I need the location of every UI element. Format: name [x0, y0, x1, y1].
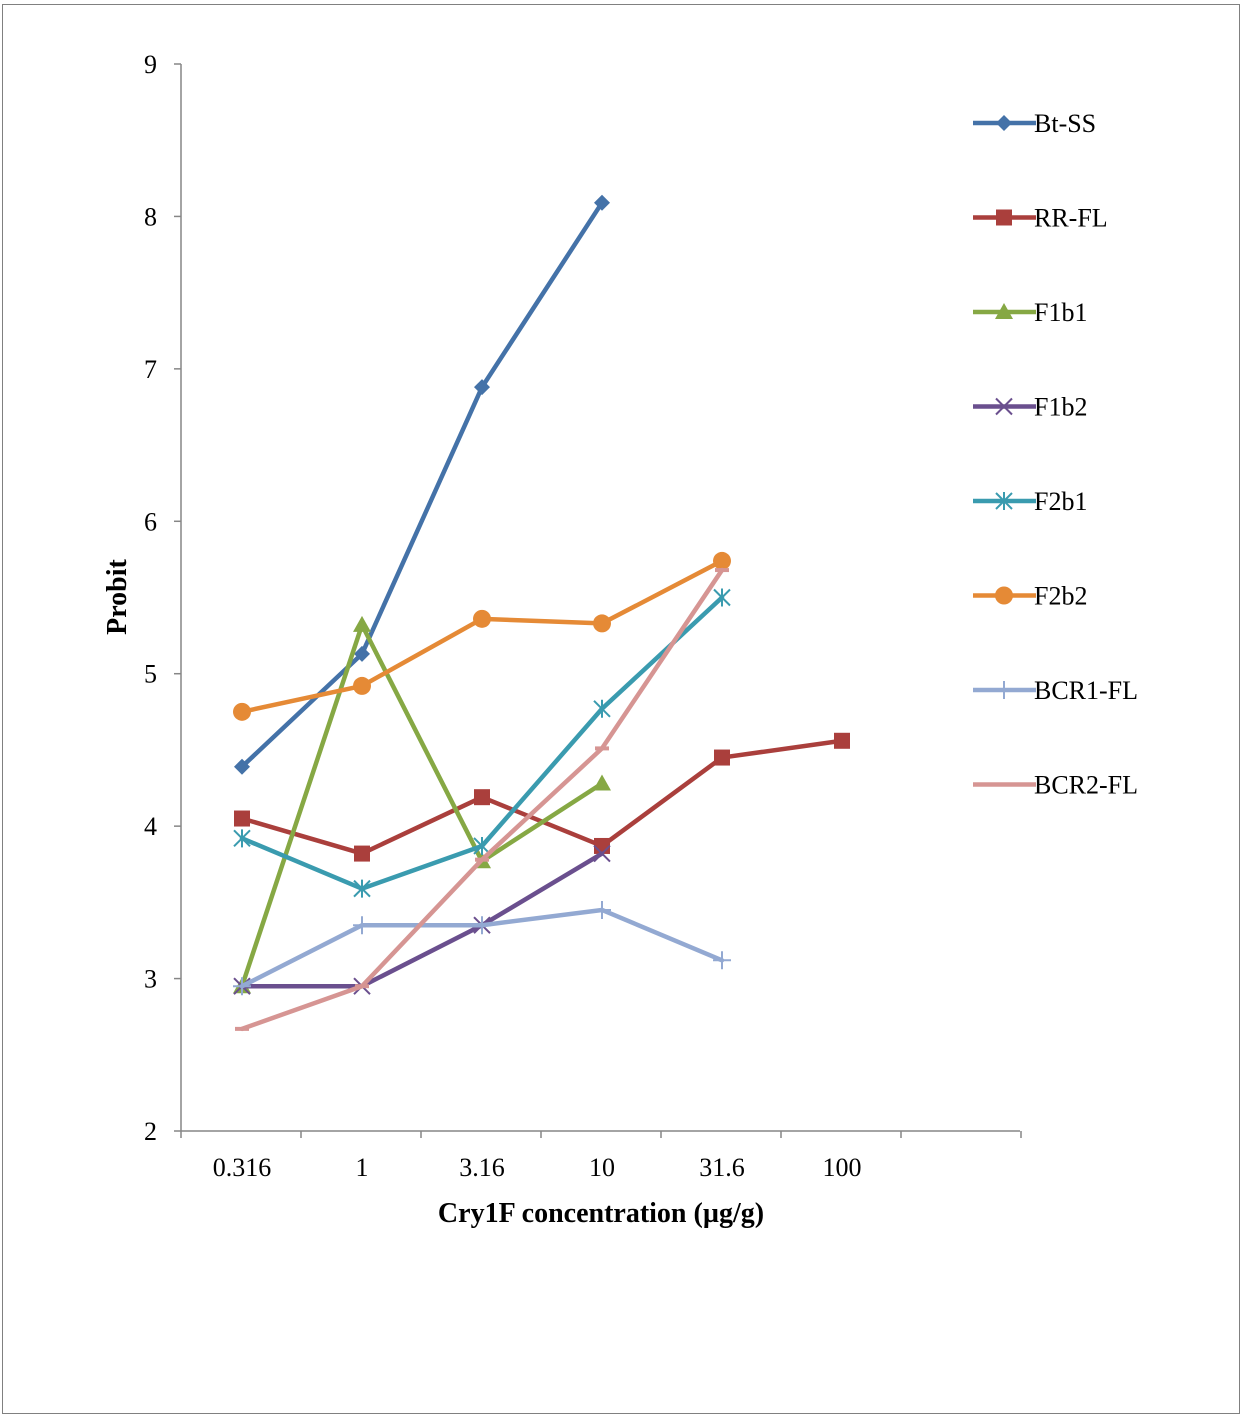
- legend-marker: [995, 681, 1013, 699]
- y-tick-label: 3: [144, 965, 157, 994]
- legend-label: BCR1-FL: [1034, 676, 1138, 705]
- data-point: [594, 194, 610, 211]
- series-bcr2-fl: [235, 567, 729, 1032]
- x-tick-label: 10: [589, 1153, 615, 1182]
- legend-label: F1b2: [1034, 393, 1087, 422]
- data-point: [713, 951, 731, 970]
- data-point: [353, 916, 371, 935]
- data-point: [593, 614, 611, 633]
- x-tick-label: 0.316: [213, 1153, 272, 1182]
- x-tick-label: 3.16: [459, 1153, 505, 1182]
- x-tick-label: 31.6: [699, 1153, 745, 1182]
- data-point: [233, 702, 251, 721]
- legend-marker: [995, 492, 1013, 510]
- data-point: [233, 977, 251, 996]
- data-point: [234, 758, 250, 775]
- data-point: [593, 774, 611, 791]
- data-point: [713, 588, 731, 607]
- series-f2b1: [233, 588, 731, 898]
- legend-item: Bt-SS: [973, 109, 1096, 138]
- legend-item: BCR2-FL: [973, 771, 1138, 800]
- legend-label: BCR2-FL: [1034, 771, 1138, 800]
- y-tick-label: 4: [144, 812, 157, 841]
- legend-item: BCR1-FL: [973, 676, 1138, 705]
- data-point: [834, 732, 850, 749]
- data-point: [233, 829, 251, 848]
- series-line: [239, 851, 605, 989]
- x-ticks: 0.316 1 3.16 10 31.6 100: [180, 1131, 1022, 1182]
- data-point: [473, 916, 491, 935]
- chart-frame: [2, 4, 1240, 1414]
- legend-label: F2b2: [1034, 582, 1087, 611]
- legend-marker: [996, 209, 1012, 226]
- y-tick-label: 5: [144, 660, 157, 689]
- x-tick-label: 100: [823, 1153, 862, 1182]
- series-line: [239, 622, 605, 989]
- data-point: [593, 844, 611, 863]
- legend-marker: [995, 303, 1013, 319]
- x-axis-title: Cry1F concentration (µg/g): [438, 1198, 764, 1229]
- legend-label: F1b1: [1034, 298, 1087, 327]
- y-tick-label: 6: [144, 507, 157, 536]
- legend-label: Bt-SS: [1034, 109, 1096, 138]
- data-point: [473, 836, 491, 855]
- axes: 2 3 4 5 6 7 8 9 0.316 1 3.16 10 31.6 100: [144, 50, 1022, 1182]
- legend: Bt-SS RR-FL F1b1 F1b2 F2b1 F2b2 BCR1-FL BCR2-FL: [973, 109, 1138, 800]
- series-rr-fl: [234, 732, 850, 862]
- data-point: [593, 900, 611, 919]
- legend-item: F2b1: [973, 487, 1087, 516]
- data-point: [354, 845, 370, 862]
- data-point: [474, 379, 490, 396]
- series-layer: [233, 194, 850, 1032]
- y-tick-label: 7: [144, 355, 157, 384]
- legend-item: F2b2: [973, 582, 1087, 611]
- series-bt-ss: [234, 194, 610, 775]
- series-f1b1: [233, 615, 611, 994]
- data-point: [353, 676, 371, 695]
- y-tick-label: 8: [144, 202, 157, 231]
- series-line: [239, 738, 845, 856]
- y-tick-label: 9: [144, 50, 157, 79]
- legend-item: RR-FL: [973, 204, 1108, 233]
- series-bcr1-fl: [233, 900, 731, 996]
- legend-item: F1b2: [973, 393, 1087, 422]
- data-point: [713, 551, 731, 570]
- series-line: [239, 200, 605, 769]
- series-line: [239, 558, 725, 715]
- legend-marker: [995, 586, 1013, 605]
- data-point: [354, 645, 370, 662]
- data-point: [473, 609, 491, 628]
- data-point: [474, 789, 490, 806]
- y-ticks: 2 3 4 5 6 7 8 9: [144, 50, 181, 1146]
- y-axis-title: Probit: [102, 558, 133, 634]
- legend-label: F2b1: [1034, 487, 1087, 516]
- legend-item: F1b1: [973, 298, 1087, 327]
- legend-label: RR-FL: [1034, 204, 1108, 233]
- data-point: [593, 699, 611, 718]
- legend-marker: [995, 397, 1013, 416]
- data-point: [353, 615, 371, 632]
- data-point: [353, 879, 371, 898]
- data-point: [234, 810, 250, 827]
- legend-marker: [996, 115, 1012, 131]
- series-f2b2: [233, 551, 731, 721]
- y-tick-label: 2: [144, 1117, 157, 1146]
- x-tick-label: 1: [356, 1153, 369, 1182]
- data-point: [714, 749, 730, 766]
